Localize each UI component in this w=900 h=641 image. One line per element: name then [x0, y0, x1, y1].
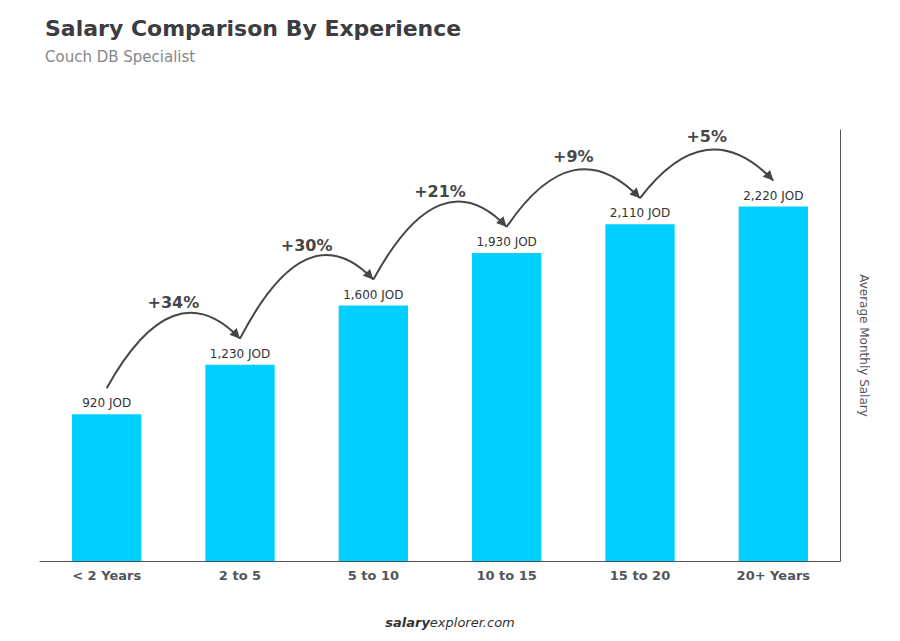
svg-text:+30%: +30%	[281, 236, 333, 255]
svg-text:15 to 20: 15 to 20	[610, 568, 670, 583]
svg-text:1,930 JOD: 1,930 JOD	[476, 235, 536, 249]
svg-text:Salary Comparison By Experienc: Salary Comparison By Experience	[45, 16, 461, 41]
svg-text:Average Monthly Salary: Average Monthly Salary	[857, 274, 871, 417]
svg-text:Couch DB Specialist: Couch DB Specialist	[45, 48, 195, 66]
svg-text:+34%: +34%	[147, 293, 199, 312]
svg-text:2,110 JOD: 2,110 JOD	[610, 206, 670, 220]
svg-text:2,220 JOD: 2,220 JOD	[743, 189, 803, 203]
svg-text:+5%: +5%	[686, 127, 727, 146]
svg-text:+9%: +9%	[553, 147, 594, 166]
svg-text:20+ Years: 20+ Years	[737, 568, 811, 583]
svg-text:5 to 10: 5 to 10	[348, 568, 399, 583]
svg-text:salary: salary	[385, 615, 430, 630]
svg-text:+21%: +21%	[414, 182, 466, 201]
svg-text:920 JOD: 920 JOD	[82, 396, 131, 410]
svg-text:10 to 15: 10 to 15	[476, 568, 536, 583]
svg-text:explorer.com: explorer.com	[430, 615, 515, 630]
svg-text:1,600 JOD: 1,600 JOD	[343, 288, 403, 302]
svg-text:1,230 JOD: 1,230 JOD	[210, 347, 270, 361]
svg-text:< 2 Years: < 2 Years	[72, 568, 141, 583]
svg-text:2 to 5: 2 to 5	[219, 568, 261, 583]
